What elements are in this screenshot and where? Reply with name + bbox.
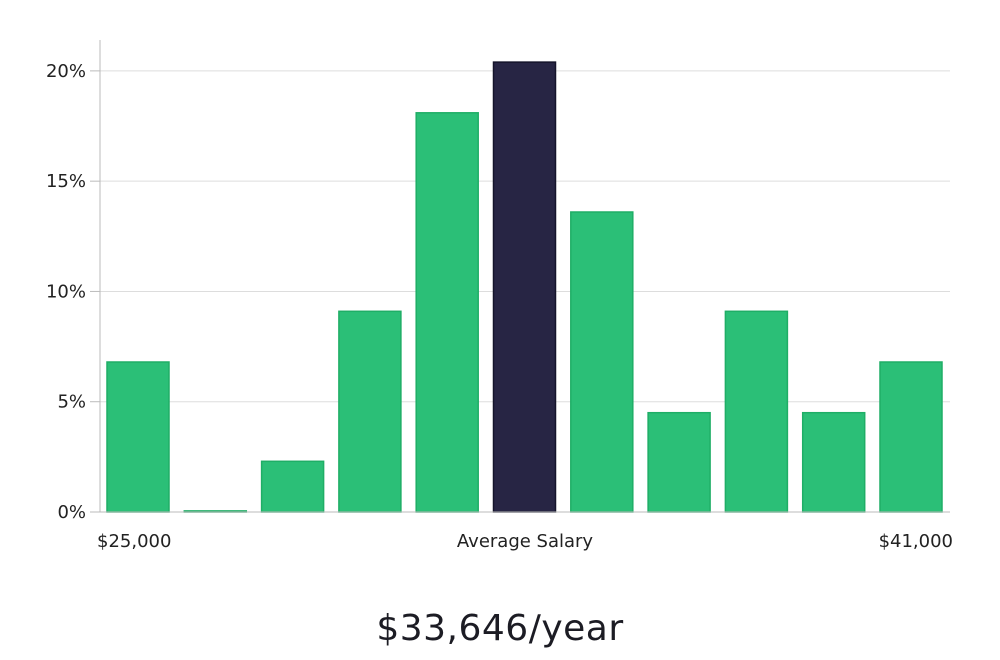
average-salary-value: $33,646/year [376,608,624,649]
y-tick-label: 20% [46,61,86,82]
bar-average-salary [492,61,557,513]
y-tick-labels: 0% 5% 10% 15% 20% [46,61,100,523]
bar [415,112,479,513]
x-label-right: $41,000 [879,531,953,552]
bar [338,310,402,513]
bar [570,211,634,513]
x-label-left: $25,000 [97,531,171,552]
bar [724,310,789,513]
x-label-center: Average Salary [457,531,594,552]
bars [106,61,943,513]
salary-distribution-chart: 0% 5% 10% 15% 20% $25,000 Average Salary $41… [46,40,953,552]
bar [647,411,711,513]
bar [801,411,866,513]
bar [106,361,170,513]
y-tick-label: 10% [46,281,86,302]
bar [879,361,943,513]
axes [90,40,950,513]
y-tick-label: 15% [46,171,86,192]
y-tick-label: 0% [57,502,86,523]
bar [260,460,325,513]
y-tick-label: 5% [57,392,86,413]
